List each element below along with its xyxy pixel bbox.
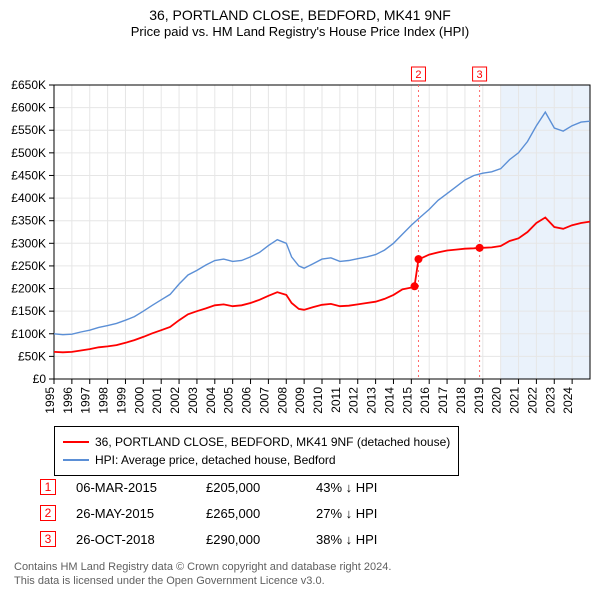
- footer-text: Contains HM Land Registry data © Crown c…: [14, 560, 391, 589]
- xtick-label: 1996: [61, 387, 75, 414]
- ytick-label: £450K: [11, 169, 46, 183]
- legend-swatch: [63, 441, 89, 443]
- marker-row-num: 1: [40, 479, 56, 495]
- xtick-label: 2007: [257, 387, 271, 414]
- marker-row-price: £205,000: [206, 480, 296, 495]
- xtick-label: 2009: [293, 387, 307, 414]
- xtick-label: 2004: [204, 387, 218, 414]
- ytick-label: £550K: [11, 123, 46, 137]
- footer-line-1: Contains HM Land Registry data © Crown c…: [14, 560, 391, 574]
- forecast-shade: [501, 85, 590, 379]
- xtick-label: 2015: [400, 387, 414, 414]
- xtick-label: 2002: [168, 387, 182, 414]
- marker-row: 2 26-MAY-2015 £265,000 27% ↓ HPI: [40, 500, 406, 526]
- xtick-label: 2014: [382, 387, 396, 414]
- ytick-label: £200K: [11, 282, 46, 296]
- marker-row-diff: 38% ↓ HPI: [316, 532, 406, 547]
- marker-row-date: 26-OCT-2018: [76, 532, 186, 547]
- ytick-label: £650K: [11, 78, 46, 92]
- marker-row-date: 26-MAY-2015: [76, 506, 186, 521]
- marker-row-diff: 27% ↓ HPI: [316, 506, 406, 521]
- xtick-label: 1999: [114, 387, 128, 414]
- footer-line-2: This data is licensed under the Open Gov…: [14, 574, 391, 588]
- xtick-label: 2020: [490, 387, 504, 414]
- ytick-label: £350K: [11, 214, 46, 228]
- marker-row: 1 06-MAR-2015 £205,000 43% ↓ HPI: [40, 474, 406, 500]
- xtick-label: 2019: [472, 387, 486, 414]
- ytick-label: £400K: [11, 191, 46, 205]
- xtick-label: 1997: [79, 387, 93, 414]
- ytick-label: £500K: [11, 146, 46, 160]
- legend-label: HPI: Average price, detached house, Bedf…: [95, 451, 336, 469]
- xtick-label: 2000: [132, 387, 146, 414]
- legend-label: 36, PORTLAND CLOSE, BEDFORD, MK41 9NF (d…: [95, 433, 450, 451]
- xtick-label: 2010: [311, 387, 325, 414]
- marker-row: 3 26-OCT-2018 £290,000 38% ↓ HPI: [40, 526, 406, 552]
- marker-dot: [411, 282, 419, 290]
- xtick-label: 2006: [240, 387, 254, 414]
- xtick-label: 2011: [329, 387, 343, 413]
- legend-row: HPI: Average price, detached house, Bedf…: [63, 451, 450, 469]
- ytick-label: £100K: [11, 327, 46, 341]
- xtick-label: 1998: [97, 387, 111, 414]
- line-chart: £0 £50K £100K £150K £200K £250K £300K £350K £400…: [0, 41, 600, 423]
- xtick-label: 2012: [347, 387, 361, 414]
- marker-table: 1 06-MAR-2015 £205,000 43% ↓ HPI 2 26-MAY-201…: [40, 474, 406, 552]
- legend-row: 36, PORTLAND CLOSE, BEDFORD, MK41 9NF (d…: [63, 433, 450, 451]
- xtick-label: 2016: [418, 387, 432, 414]
- xtick-label: 2023: [543, 387, 557, 414]
- ytick-label: £250K: [11, 259, 46, 273]
- ytick-label: £50K: [18, 349, 46, 363]
- ytick-label: £150K: [11, 304, 46, 318]
- xtick-label: 2008: [275, 387, 289, 414]
- xtick-label: 2003: [186, 387, 200, 414]
- ytick-label: £300K: [11, 236, 46, 250]
- xtick-label: 2017: [436, 387, 450, 414]
- marker-dot: [476, 244, 484, 252]
- marker-row-price: £265,000: [206, 506, 296, 521]
- marker-row-num: 2: [40, 505, 56, 521]
- xtick-label: 2024: [561, 387, 575, 414]
- xtick-label: 2001: [150, 387, 164, 414]
- legend: 36, PORTLAND CLOSE, BEDFORD, MK41 9NF (d…: [54, 426, 459, 476]
- chart-subtitle: Price paid vs. HM Land Registry's House …: [0, 24, 600, 41]
- chart-title: 36, PORTLAND CLOSE, BEDFORD, MK41 9NF: [0, 0, 600, 24]
- xtick-label: 2005: [222, 387, 236, 414]
- marker-row-price: £290,000: [206, 532, 296, 547]
- xtick-label: 1995: [43, 387, 57, 414]
- marker-box-num: 3: [477, 69, 483, 81]
- ytick-label: £0: [33, 372, 47, 386]
- ytick-label: £600K: [11, 101, 46, 115]
- marker-row-diff: 43% ↓ HPI: [316, 480, 406, 495]
- xtick-label: 2021: [508, 387, 522, 414]
- legend-swatch: [63, 459, 89, 461]
- xtick-label: 2013: [365, 387, 379, 414]
- marker-box-num: 2: [415, 69, 421, 81]
- xtick-label: 2022: [525, 387, 539, 414]
- marker-dot: [414, 255, 422, 263]
- marker-row-num: 3: [40, 531, 56, 547]
- marker-row-date: 06-MAR-2015: [76, 480, 186, 495]
- xtick-label: 2018: [454, 387, 468, 414]
